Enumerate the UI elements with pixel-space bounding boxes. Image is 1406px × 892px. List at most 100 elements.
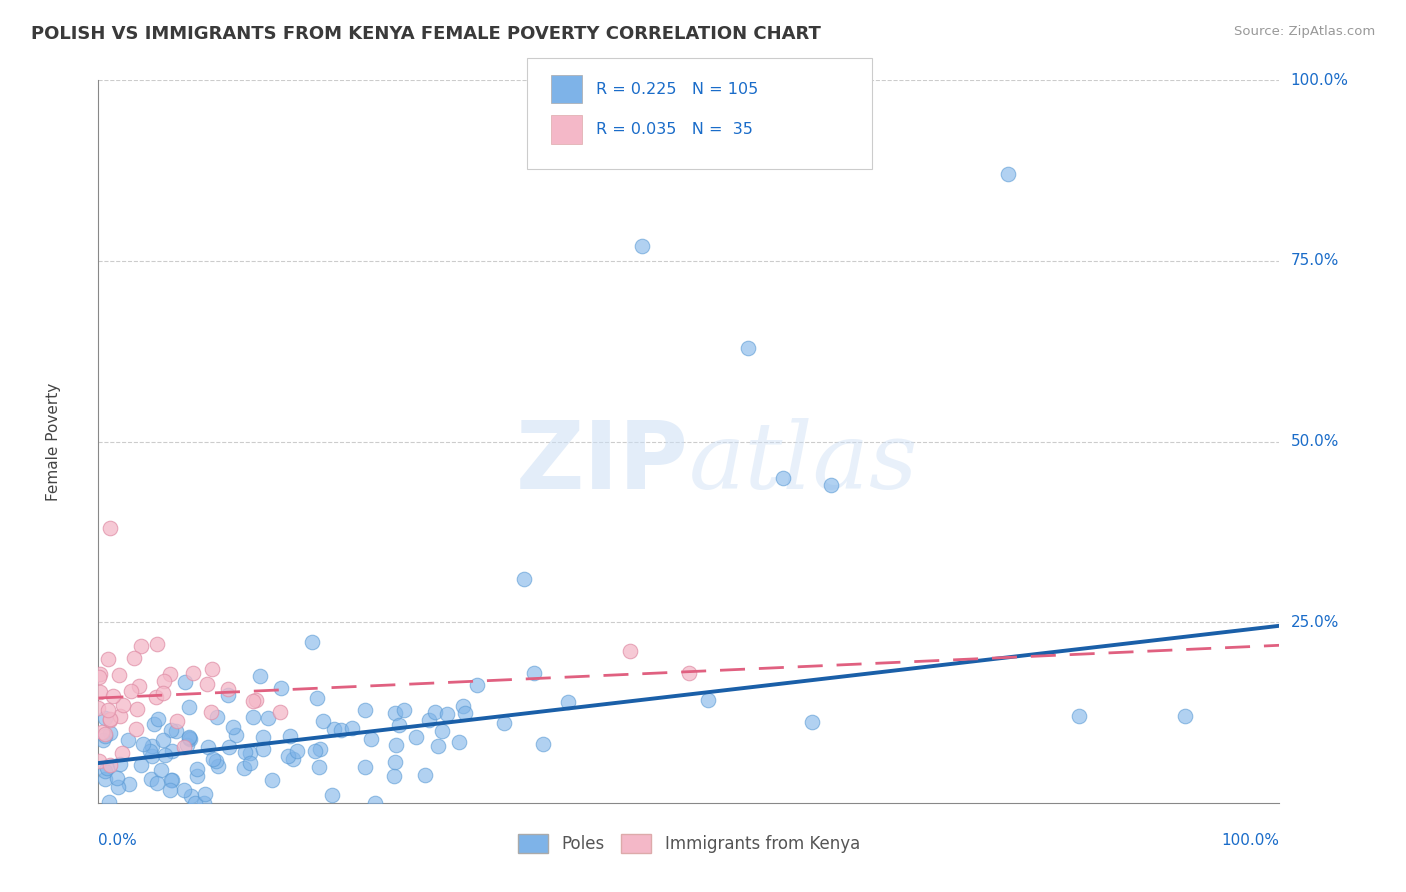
Text: R = 0.035   N =  35: R = 0.035 N = 35 <box>596 122 754 136</box>
Point <box>205 710 228 724</box>
Point <box>1067 709 1090 723</box>
Point <box>221 720 243 734</box>
Point <box>197 739 219 754</box>
Point <box>801 715 824 730</box>
Point <box>413 768 436 782</box>
Point <box>165 724 187 739</box>
Point <box>330 723 353 738</box>
Point <box>737 341 759 355</box>
Point <box>152 686 174 700</box>
Point <box>150 763 173 777</box>
Point <box>105 771 128 785</box>
Point <box>159 723 181 737</box>
Point <box>425 705 447 719</box>
Point <box>132 737 155 751</box>
Point <box>96 761 118 775</box>
Text: 100.0%: 100.0% <box>1291 73 1348 87</box>
Point <box>91 725 114 739</box>
Point <box>94 772 117 787</box>
Point <box>173 782 195 797</box>
Point <box>166 714 188 728</box>
Point <box>557 695 579 709</box>
Point <box>117 733 139 747</box>
Text: 75.0%: 75.0% <box>1291 253 1339 268</box>
Point <box>160 744 183 758</box>
Point <box>426 739 449 754</box>
Point <box>139 772 162 786</box>
Point <box>142 717 165 731</box>
Point <box>200 705 222 719</box>
Point <box>405 730 427 744</box>
Point <box>174 674 197 689</box>
Point <box>217 688 239 702</box>
Point <box>87 670 110 684</box>
Point <box>108 756 131 771</box>
Point <box>131 757 153 772</box>
Point <box>173 739 195 754</box>
Text: Female Poverty: Female Poverty <box>46 383 60 500</box>
Point <box>97 652 120 666</box>
Point <box>179 731 201 745</box>
Point <box>678 665 700 680</box>
Point <box>619 644 641 658</box>
Point <box>257 711 280 725</box>
Legend: Poles, Immigrants from Kenya: Poles, Immigrants from Kenya <box>512 827 866 860</box>
Point <box>309 742 332 756</box>
Point <box>141 739 163 753</box>
Point <box>98 712 121 726</box>
Point <box>107 780 129 794</box>
Point <box>201 752 224 766</box>
Point <box>321 789 343 803</box>
Point <box>269 705 291 719</box>
Point <box>304 744 326 758</box>
Point <box>108 668 131 682</box>
Point <box>392 703 415 717</box>
Point <box>195 677 218 691</box>
Point <box>111 746 134 760</box>
Point <box>131 639 153 653</box>
Point <box>218 739 240 754</box>
Point <box>120 684 142 698</box>
Point <box>153 747 176 762</box>
Point <box>179 731 201 746</box>
Point <box>285 744 308 758</box>
Text: Source: ZipAtlas.com: Source: ZipAtlas.com <box>1234 25 1375 38</box>
Text: POLISH VS IMMIGRANTS FROM KENYA FEMALE POVERTY CORRELATION CHART: POLISH VS IMMIGRANTS FROM KENYA FEMALE P… <box>31 25 821 43</box>
Point <box>252 742 274 756</box>
Point <box>447 735 470 749</box>
Point <box>98 713 121 727</box>
Point <box>180 789 202 803</box>
Point <box>91 733 114 747</box>
Point <box>186 762 208 776</box>
Text: 100.0%: 100.0% <box>1222 833 1279 848</box>
Point <box>186 769 208 783</box>
Point <box>281 752 304 766</box>
Point <box>176 738 198 752</box>
Point <box>89 685 111 699</box>
Text: 25.0%: 25.0% <box>1291 615 1339 630</box>
Point <box>146 776 169 790</box>
Point <box>262 773 284 788</box>
Point <box>360 732 382 747</box>
Point <box>820 478 842 492</box>
Point <box>201 662 224 676</box>
Point <box>87 701 110 715</box>
Point <box>772 470 794 484</box>
Point <box>177 730 200 744</box>
Point <box>159 782 181 797</box>
Point <box>384 706 406 721</box>
Point <box>97 702 120 716</box>
Point <box>249 669 271 683</box>
Point <box>353 702 375 716</box>
Point <box>152 673 174 688</box>
Point <box>98 757 121 772</box>
Point <box>87 754 110 768</box>
Point <box>242 694 264 708</box>
Point <box>141 749 163 764</box>
Text: ZIP: ZIP <box>516 417 689 509</box>
Point <box>242 710 264 724</box>
Text: atlas: atlas <box>689 418 918 508</box>
Point <box>94 727 117 741</box>
Point <box>312 714 335 728</box>
Point <box>162 773 184 788</box>
